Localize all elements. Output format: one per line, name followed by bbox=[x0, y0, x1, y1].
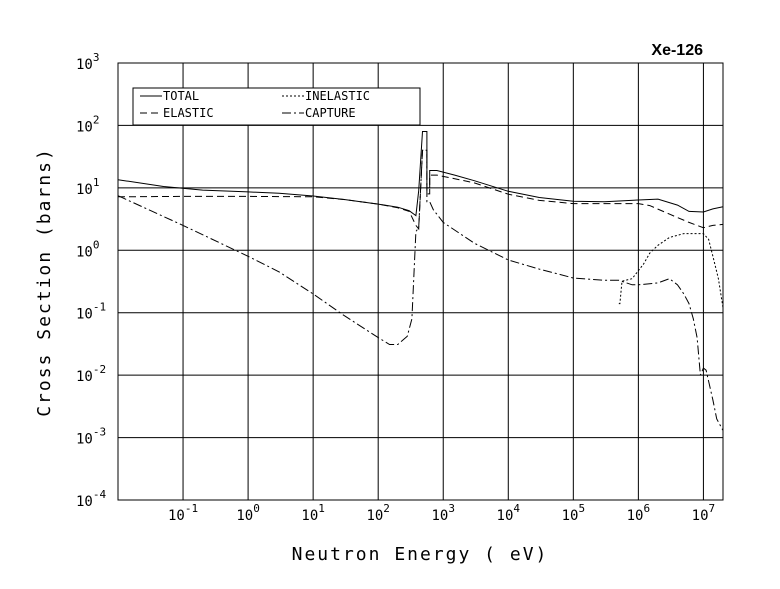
x-tick-label: 106 bbox=[627, 502, 650, 524]
x-tick-label: 10-1 bbox=[168, 502, 198, 524]
series-layer bbox=[117, 131, 724, 431]
x-tick-label: 103 bbox=[431, 502, 454, 524]
y-tick-label: 10-3 bbox=[76, 426, 106, 448]
x-tick-label: 104 bbox=[497, 502, 521, 524]
plot-frame bbox=[117, 62, 724, 501]
y-tick-label: 10-2 bbox=[76, 363, 106, 385]
y-tick-label: 10-4 bbox=[76, 488, 106, 510]
legend-label-inelastic: INELASTIC bbox=[305, 89, 370, 103]
x-tick-label: 102 bbox=[366, 502, 389, 524]
grid bbox=[118, 62, 723, 501]
y-tick-label: 10-1 bbox=[76, 301, 106, 323]
x-tick-label: 107 bbox=[692, 502, 715, 524]
y-tick-label: 102 bbox=[76, 113, 99, 135]
legend-label-elastic: ELASTIC bbox=[163, 106, 214, 120]
series-line-capture bbox=[117, 149, 724, 431]
legend-label-capture: CAPTURE bbox=[305, 106, 356, 120]
y-tick-label: 100 bbox=[76, 238, 99, 260]
x-tick-label: 105 bbox=[562, 502, 585, 524]
chart-title: Xe-126 bbox=[651, 42, 703, 59]
legend: TOTAL ELASTIC INELASTIC CAPTURE bbox=[132, 87, 421, 126]
y-tick-label: 103 bbox=[76, 51, 99, 73]
y-axis-label: Cross Section (barns) bbox=[34, 147, 55, 417]
series-line-inelastic bbox=[618, 233, 724, 308]
x-axis-label: Neutron Energy ( eV) bbox=[292, 544, 549, 565]
x-tick-label: 101 bbox=[301, 502, 324, 524]
legend-box bbox=[132, 87, 421, 126]
x-tick-labels: 10-1 100 101 102 103 104 105 106 107 bbox=[168, 502, 715, 524]
y-tick-label: 101 bbox=[76, 176, 99, 198]
x-tick-label: 100 bbox=[236, 502, 259, 524]
legend-label-total: TOTAL bbox=[163, 89, 199, 103]
series-line-total bbox=[117, 131, 724, 217]
y-tick-labels: 103 102 101 100 10-1 10-2 10-3 10-4 bbox=[76, 51, 106, 510]
